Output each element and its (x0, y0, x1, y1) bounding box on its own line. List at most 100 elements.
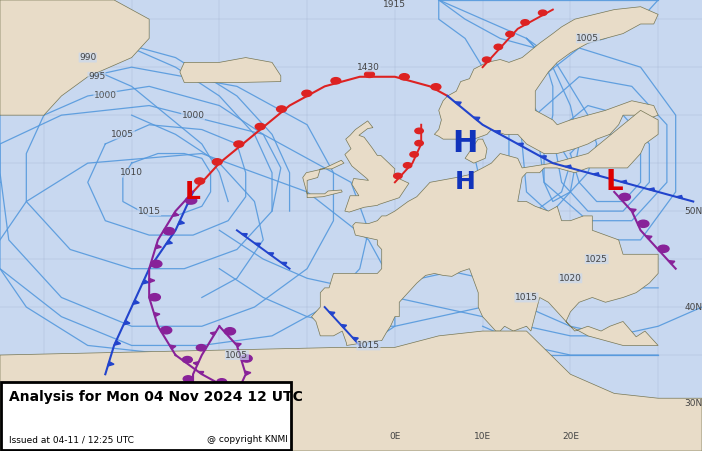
Polygon shape (0, 331, 702, 451)
Polygon shape (114, 341, 121, 345)
Text: 1005: 1005 (225, 389, 249, 398)
Polygon shape (166, 240, 173, 244)
Circle shape (431, 84, 441, 90)
Text: 1430: 1430 (357, 63, 380, 72)
Polygon shape (267, 253, 274, 256)
Circle shape (331, 78, 340, 84)
Circle shape (637, 220, 649, 227)
Polygon shape (645, 235, 652, 239)
Polygon shape (517, 143, 523, 147)
Text: 1005: 1005 (576, 34, 600, 43)
Polygon shape (203, 423, 208, 426)
Text: 1000: 1000 (182, 110, 204, 120)
Text: 1015: 1015 (515, 293, 538, 302)
Circle shape (246, 405, 256, 411)
Text: Issued at 04-11 / 12:25 UTC: Issued at 04-11 / 12:25 UTC (9, 435, 134, 444)
Circle shape (212, 159, 222, 165)
Circle shape (506, 32, 515, 37)
Text: 1020: 1020 (559, 274, 582, 283)
Polygon shape (0, 0, 149, 115)
Text: 1015: 1015 (357, 341, 380, 350)
Circle shape (222, 431, 232, 437)
Polygon shape (340, 325, 347, 328)
Text: 50N: 50N (684, 207, 702, 216)
Polygon shape (565, 165, 571, 168)
Circle shape (164, 228, 175, 235)
Text: 1010: 1010 (120, 168, 143, 177)
Polygon shape (649, 188, 655, 191)
Text: @ copyright KNMI: @ copyright KNMI (207, 435, 288, 444)
Circle shape (217, 379, 227, 385)
Circle shape (234, 141, 244, 147)
Circle shape (410, 152, 418, 157)
Text: L: L (605, 168, 623, 196)
Polygon shape (241, 234, 247, 237)
Circle shape (183, 376, 193, 382)
Polygon shape (352, 337, 358, 341)
Text: 40N: 40N (684, 303, 702, 312)
Polygon shape (243, 422, 249, 425)
Polygon shape (225, 397, 232, 400)
Circle shape (187, 408, 197, 414)
Polygon shape (124, 321, 130, 325)
Circle shape (538, 10, 547, 15)
Text: 995: 995 (88, 72, 105, 81)
Polygon shape (198, 372, 204, 374)
Polygon shape (668, 261, 675, 264)
Polygon shape (178, 221, 185, 225)
Text: 1005: 1005 (112, 130, 134, 139)
Polygon shape (187, 200, 194, 204)
Polygon shape (621, 180, 627, 184)
Polygon shape (155, 244, 161, 249)
Circle shape (183, 356, 192, 363)
Polygon shape (473, 117, 480, 120)
Circle shape (394, 173, 402, 179)
Polygon shape (169, 345, 176, 349)
Circle shape (399, 74, 409, 80)
Circle shape (239, 384, 251, 391)
Polygon shape (465, 139, 487, 163)
Polygon shape (211, 332, 216, 336)
Polygon shape (143, 280, 149, 284)
Circle shape (482, 57, 491, 62)
Text: 30N: 30N (684, 399, 702, 408)
Polygon shape (154, 313, 160, 317)
Polygon shape (312, 110, 658, 345)
Text: 1015: 1015 (138, 207, 161, 216)
Polygon shape (281, 262, 287, 265)
Text: H: H (452, 129, 478, 158)
Polygon shape (329, 312, 335, 315)
Polygon shape (108, 362, 114, 366)
Circle shape (224, 328, 235, 335)
Text: 1005: 1005 (225, 350, 249, 359)
Polygon shape (345, 121, 409, 212)
Polygon shape (540, 156, 546, 159)
Circle shape (161, 327, 172, 334)
Circle shape (197, 345, 206, 351)
Circle shape (302, 90, 312, 97)
Polygon shape (494, 131, 501, 134)
Polygon shape (455, 102, 461, 106)
Text: 990: 990 (79, 53, 96, 62)
Text: L: L (223, 384, 234, 402)
Text: H: H (455, 170, 475, 194)
Circle shape (256, 124, 265, 130)
Polygon shape (236, 392, 241, 396)
Text: 10E: 10E (474, 433, 491, 442)
Polygon shape (592, 173, 600, 176)
Text: 1915: 1915 (383, 0, 406, 9)
FancyBboxPatch shape (1, 382, 291, 450)
Circle shape (494, 44, 503, 50)
Circle shape (415, 140, 423, 146)
Polygon shape (630, 209, 636, 212)
Polygon shape (152, 260, 159, 264)
Circle shape (364, 71, 374, 78)
Circle shape (194, 178, 204, 184)
Polygon shape (234, 343, 241, 347)
Polygon shape (133, 300, 139, 304)
Circle shape (277, 106, 286, 112)
Circle shape (415, 128, 423, 133)
Circle shape (521, 20, 529, 25)
Polygon shape (149, 278, 154, 283)
Text: L: L (185, 180, 201, 204)
